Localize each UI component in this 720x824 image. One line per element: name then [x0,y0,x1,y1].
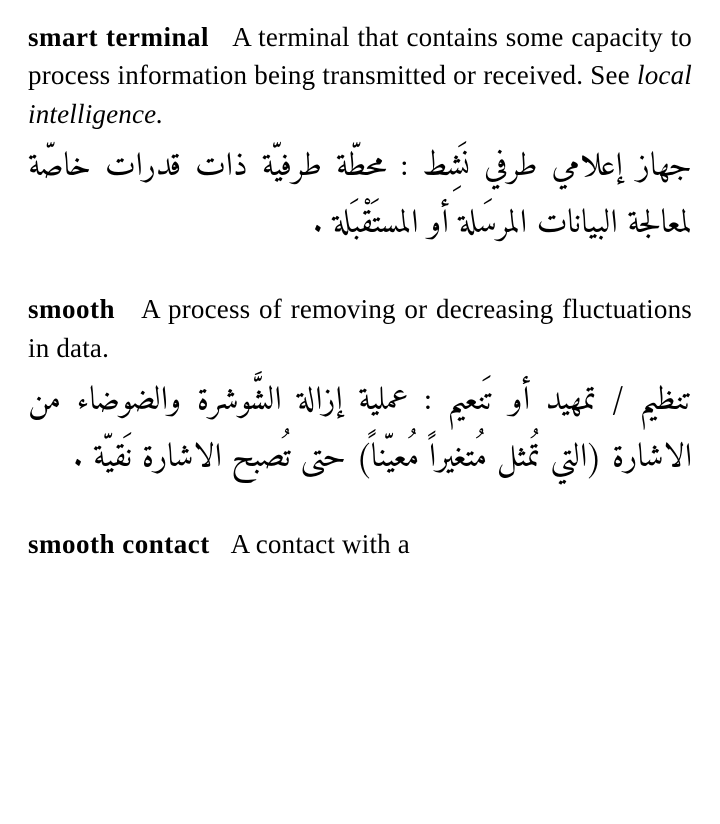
definition-english: smart terminal A terminal that con­tains… [28,18,692,133]
definition-arabic: جهاز إعلامي طرفي نَشِط : محطّة طرفيّة ذا… [28,139,692,253]
dict-entry: smart terminal A terminal that con­tains… [28,18,692,252]
dict-entry: smooth A process of removing or de­creas… [28,290,692,486]
definition-english: smooth contact A contact with a [28,525,692,563]
definition-english: smooth A process of removing or de­creas… [28,290,692,367]
definition-text: A contact with a [231,529,410,559]
dict-entry: smooth contact A contact with a [28,525,692,563]
term: smooth [28,294,115,324]
term: smart terminal [28,22,209,52]
definition-text: A process of removing or de­creasing flu… [28,294,692,362]
definition-arabic: تنظيم / تمهيد أو تَنعيم : عملية إزالة ال… [28,373,692,487]
term: smooth contact [28,529,210,559]
